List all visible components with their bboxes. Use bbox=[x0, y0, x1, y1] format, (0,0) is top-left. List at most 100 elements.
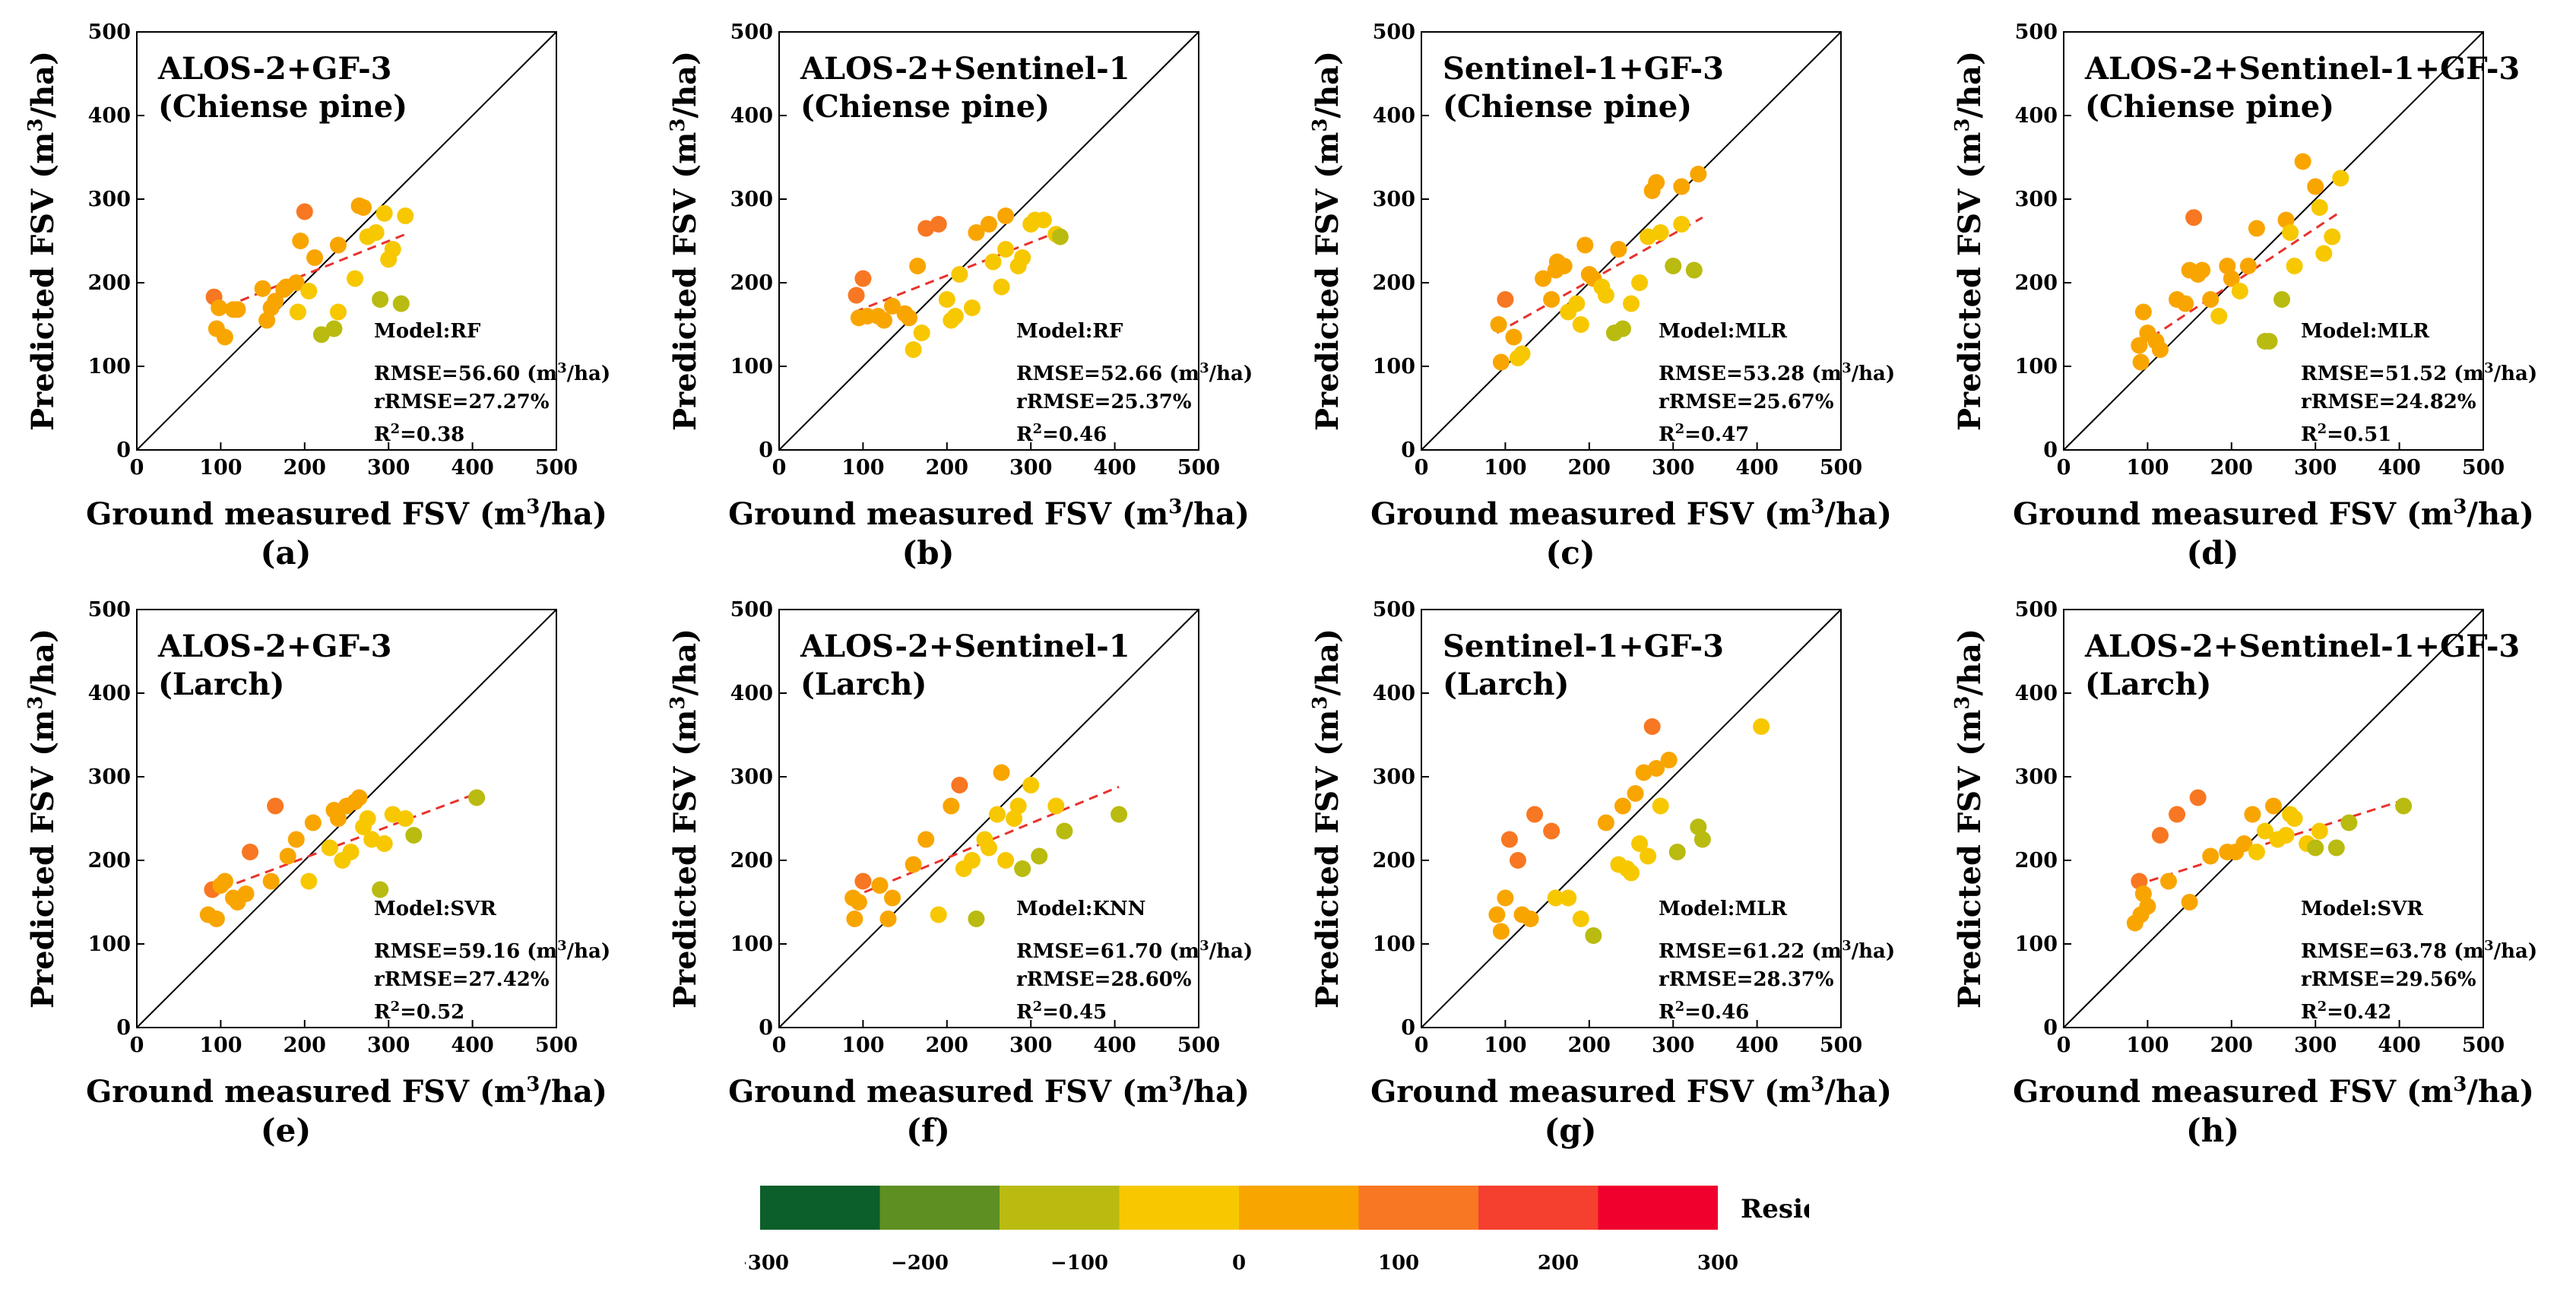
x-axis-label: Ground measured FSV (m3/ha) bbox=[2013, 496, 2534, 532]
model-label: Model:KNN bbox=[1016, 898, 1145, 920]
data-point bbox=[1597, 814, 1614, 831]
y-axis-label: Predicted FSV (m3/ha) bbox=[1951, 629, 1988, 1009]
data-point bbox=[1627, 785, 1644, 802]
data-point bbox=[292, 233, 309, 249]
y-axis-tail: /ha) bbox=[667, 51, 703, 119]
y-axis-text: Predicted FSV (m bbox=[25, 132, 61, 431]
rmse-label: RMSE=56.60 (m3/ha) bbox=[374, 360, 610, 386]
x-axis-text: Ground measured FSV (m bbox=[1370, 496, 1811, 532]
x-axis-superscript: 3 bbox=[1811, 1073, 1824, 1096]
rrmse-label: rRMSE=28.60% bbox=[1016, 968, 1192, 991]
data-point bbox=[989, 806, 1006, 823]
r2-value: =0.46 bbox=[1684, 1001, 1749, 1024]
x-axis-tail: /ha) bbox=[1182, 496, 1250, 532]
x-tick-label: 0 bbox=[1415, 456, 1429, 480]
data-point bbox=[392, 295, 410, 312]
data-point bbox=[300, 283, 318, 299]
data-point bbox=[296, 203, 313, 220]
colorbar-swatch bbox=[879, 1186, 1000, 1230]
y-axis-text: Predicted FSV (m bbox=[667, 132, 703, 431]
rmse-unit: (m bbox=[1804, 363, 1842, 385]
y-axis-text: Predicted FSV (m bbox=[1310, 710, 1345, 1009]
rmse-label: RMSE=52.66 (m3/ha) bbox=[1016, 360, 1253, 386]
data-point bbox=[1035, 211, 1052, 229]
trend-line bbox=[1496, 216, 1703, 334]
data-point bbox=[917, 831, 935, 848]
data-point bbox=[397, 810, 414, 827]
y-tick-label: 0 bbox=[1401, 1016, 1415, 1040]
colorbar-tick-label: −300 bbox=[745, 1252, 789, 1275]
rmse-unit-tail: /ha) bbox=[567, 363, 611, 385]
data-point bbox=[905, 341, 922, 358]
scatter-panel-e: 0 100 200 300 400 500 0 100 200 300 400 500 ALOS-2+G… bbox=[0, 578, 610, 1170]
rmse-label: RMSE=63.78 (m3/ha) bbox=[2301, 938, 2537, 964]
data-point bbox=[2248, 844, 2265, 860]
data-point bbox=[1547, 889, 1564, 907]
x-tick-label: 0 bbox=[2057, 1034, 2071, 1057]
data-point bbox=[938, 291, 955, 308]
data-point bbox=[2307, 178, 2324, 195]
data-point bbox=[2134, 885, 2152, 902]
data-point bbox=[2219, 258, 2236, 274]
y-tick-label: 400 bbox=[2015, 682, 2058, 705]
data-point bbox=[208, 911, 225, 927]
data-point bbox=[384, 806, 401, 823]
y-axis-tail: /ha) bbox=[1310, 51, 1345, 119]
data-point bbox=[312, 326, 330, 344]
data-point bbox=[1685, 261, 1703, 279]
data-point bbox=[2286, 810, 2303, 827]
data-point bbox=[262, 873, 280, 890]
x-tick-label: 100 bbox=[2126, 456, 2169, 480]
r2-value: =0.52 bbox=[400, 1001, 464, 1024]
x-axis-label: Ground measured FSV (m3/ha) bbox=[2013, 1073, 2534, 1110]
x-axis-label: Ground measured FSV (m3/ha) bbox=[728, 1073, 1250, 1110]
panel-title: ALOS-2+Sentinel-1 bbox=[800, 629, 1130, 664]
y-tick-label: 400 bbox=[730, 682, 773, 705]
data-point bbox=[2223, 270, 2240, 287]
data-point bbox=[329, 810, 347, 827]
one-to-one-line bbox=[2063, 31, 2484, 451]
panel-label: (c) bbox=[1545, 534, 1595, 572]
y-tick-label: 300 bbox=[88, 188, 131, 211]
r2-superscript: 2 bbox=[1033, 421, 1043, 437]
y-tick-label: 500 bbox=[2015, 21, 2058, 44]
x-tick-label: 300 bbox=[2294, 1034, 2337, 1057]
y-axis-label: Predicted FSV (m3/ha) bbox=[1951, 51, 1988, 431]
y-tick-label: 0 bbox=[759, 439, 773, 462]
data-point bbox=[287, 831, 305, 848]
data-point bbox=[468, 789, 486, 806]
data-point bbox=[2248, 220, 2265, 237]
y-tick-label: 100 bbox=[88, 933, 131, 956]
colorbar-swatch bbox=[1478, 1186, 1599, 1230]
data-point bbox=[871, 877, 889, 894]
data-point bbox=[854, 873, 872, 890]
colorbar-swatch bbox=[1000, 1186, 1120, 1230]
data-point bbox=[359, 810, 376, 827]
data-point bbox=[1526, 806, 1544, 823]
rmse-unit-tail: /ha) bbox=[2494, 363, 2538, 385]
data-point bbox=[1056, 822, 1073, 840]
data-point bbox=[901, 309, 918, 327]
data-point bbox=[304, 814, 322, 831]
unit-superscript: 3 bbox=[2484, 938, 2494, 954]
data-point bbox=[1051, 228, 1069, 245]
data-point bbox=[287, 274, 305, 291]
x-tick-label: 0 bbox=[130, 1034, 144, 1057]
one-to-one-line bbox=[136, 609, 557, 1028]
data-point bbox=[905, 856, 922, 873]
data-point bbox=[1047, 797, 1065, 815]
one-to-one-line bbox=[136, 31, 557, 451]
unit-superscript: 3 bbox=[1842, 360, 1852, 376]
y-axis-superscript: 3 bbox=[667, 119, 689, 132]
x-tick-label: 0 bbox=[772, 456, 787, 480]
data-point bbox=[300, 873, 318, 890]
panel-label: (f) bbox=[906, 1112, 950, 1149]
rrmse-label: rRMSE=28.37% bbox=[1659, 968, 1834, 991]
x-axis-label: Ground measured FSV (m3/ha) bbox=[86, 496, 607, 532]
data-point bbox=[1572, 316, 1589, 333]
data-point bbox=[2282, 224, 2299, 241]
x-tick-label: 400 bbox=[1093, 456, 1136, 480]
data-point bbox=[876, 312, 892, 329]
x-tick-label: 400 bbox=[1735, 1034, 1778, 1057]
data-point bbox=[997, 241, 1015, 258]
